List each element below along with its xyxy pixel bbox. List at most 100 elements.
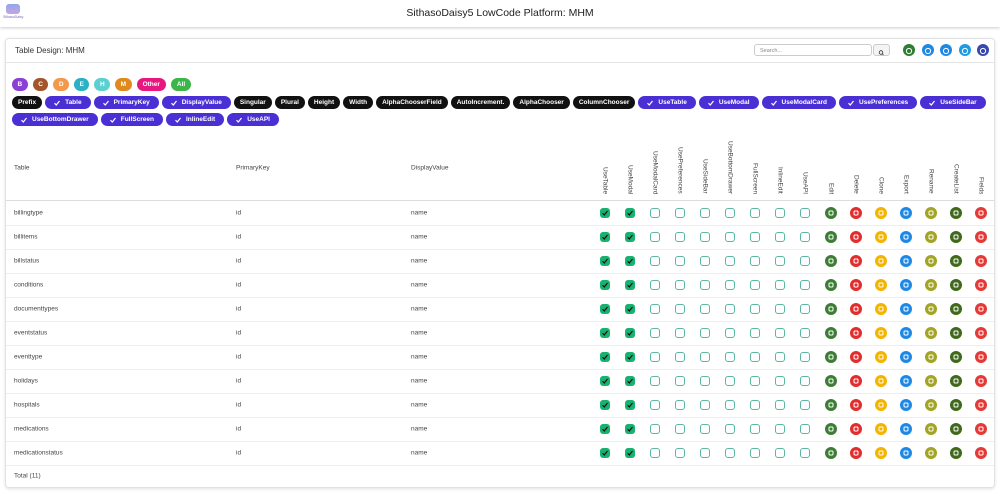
checkbox[interactable] bbox=[625, 400, 635, 410]
clone-button[interactable] bbox=[875, 207, 887, 219]
checkbox[interactable] bbox=[775, 232, 785, 242]
export-button[interactable] bbox=[900, 375, 912, 387]
checkbox[interactable] bbox=[625, 376, 635, 386]
option-chip[interactable]: Singular bbox=[233, 96, 272, 109]
fields-button[interactable] bbox=[975, 231, 987, 243]
option-chip[interactable]: Height bbox=[307, 96, 341, 109]
delete-button[interactable] bbox=[850, 375, 862, 387]
edit-button[interactable] bbox=[825, 375, 837, 387]
checkbox[interactable] bbox=[775, 400, 785, 410]
option-chip[interactable]: UseBottomDrawer bbox=[12, 113, 98, 126]
option-chip[interactable]: AlphaChooserField bbox=[376, 96, 448, 109]
option-chip[interactable]: Width bbox=[343, 96, 374, 109]
filter-chip[interactable]: All bbox=[170, 78, 192, 91]
checkbox[interactable] bbox=[775, 376, 785, 386]
checkbox[interactable] bbox=[750, 376, 760, 386]
checkbox[interactable] bbox=[675, 328, 685, 338]
create-list-button[interactable] bbox=[950, 303, 962, 315]
checkbox[interactable] bbox=[675, 448, 685, 458]
checkbox[interactable] bbox=[650, 256, 660, 266]
export-button[interactable] bbox=[900, 351, 912, 363]
checkbox[interactable] bbox=[675, 256, 685, 266]
delete-button[interactable] bbox=[850, 279, 862, 291]
checkbox[interactable] bbox=[725, 376, 735, 386]
edit-button[interactable] bbox=[825, 327, 837, 339]
filter-chip[interactable]: Other bbox=[136, 78, 166, 91]
checkbox[interactable] bbox=[800, 448, 810, 458]
checkbox[interactable] bbox=[775, 256, 785, 266]
checkbox[interactable] bbox=[725, 328, 735, 338]
create-list-button[interactable] bbox=[950, 399, 962, 411]
checkbox[interactable] bbox=[725, 232, 735, 242]
checkbox[interactable] bbox=[625, 280, 635, 290]
checkbox[interactable] bbox=[675, 424, 685, 434]
export-button[interactable] bbox=[900, 303, 912, 315]
toolbar-action-button[interactable] bbox=[958, 44, 971, 56]
toolbar-action-button[interactable] bbox=[921, 44, 934, 56]
option-chip[interactable]: InlineEdit bbox=[165, 113, 225, 126]
rename-button[interactable] bbox=[925, 423, 937, 435]
delete-button[interactable] bbox=[850, 255, 862, 267]
delete-button[interactable] bbox=[850, 447, 862, 459]
checkbox[interactable] bbox=[800, 352, 810, 362]
option-chip[interactable]: FullScreen bbox=[100, 113, 163, 126]
checkbox[interactable] bbox=[600, 232, 610, 242]
edit-button[interactable] bbox=[825, 255, 837, 267]
clone-button[interactable] bbox=[875, 327, 887, 339]
option-chip[interactable]: AlphaChooser bbox=[513, 96, 570, 109]
rename-button[interactable] bbox=[925, 327, 937, 339]
toolbar-action-button[interactable] bbox=[940, 44, 952, 56]
checkbox[interactable] bbox=[675, 376, 685, 386]
edit-button[interactable] bbox=[825, 399, 837, 411]
delete-button[interactable] bbox=[850, 399, 862, 411]
checkbox[interactable] bbox=[725, 256, 735, 266]
fields-button[interactable] bbox=[975, 207, 987, 219]
checkbox[interactable] bbox=[700, 424, 710, 434]
rename-button[interactable] bbox=[925, 375, 937, 387]
search-input[interactable]: Search... bbox=[754, 44, 872, 56]
checkbox[interactable] bbox=[700, 328, 710, 338]
create-list-button[interactable] bbox=[950, 375, 962, 387]
checkbox[interactable] bbox=[625, 424, 635, 434]
export-button[interactable] bbox=[900, 447, 912, 459]
checkbox[interactable] bbox=[625, 448, 635, 458]
checkbox[interactable] bbox=[650, 352, 660, 362]
checkbox[interactable] bbox=[700, 352, 710, 362]
checkbox[interactable] bbox=[775, 328, 785, 338]
checkbox[interactable] bbox=[675, 304, 685, 314]
option-chip[interactable]: UseModalCard bbox=[761, 96, 837, 109]
checkbox[interactable] bbox=[800, 304, 810, 314]
delete-button[interactable] bbox=[850, 207, 862, 219]
fields-button[interactable] bbox=[975, 423, 987, 435]
create-list-button[interactable] bbox=[950, 255, 962, 267]
checkbox[interactable] bbox=[700, 376, 710, 386]
rename-button[interactable] bbox=[925, 303, 937, 315]
checkbox[interactable] bbox=[725, 400, 735, 410]
checkbox[interactable] bbox=[675, 232, 685, 242]
checkbox[interactable] bbox=[700, 256, 710, 266]
clone-button[interactable] bbox=[875, 279, 887, 291]
checkbox[interactable] bbox=[800, 400, 810, 410]
checkbox[interactable] bbox=[625, 208, 635, 218]
toolbar-action-button[interactable] bbox=[903, 44, 915, 56]
create-list-button[interactable] bbox=[950, 231, 962, 243]
export-button[interactable] bbox=[900, 207, 912, 219]
export-button[interactable] bbox=[900, 423, 912, 435]
checkbox[interactable] bbox=[675, 400, 685, 410]
checkbox[interactable] bbox=[675, 352, 685, 362]
edit-button[interactable] bbox=[825, 279, 837, 291]
checkbox[interactable] bbox=[800, 280, 810, 290]
checkbox[interactable] bbox=[750, 304, 760, 314]
checkbox[interactable] bbox=[625, 352, 635, 362]
checkbox[interactable] bbox=[800, 376, 810, 386]
checkbox[interactable] bbox=[600, 376, 610, 386]
fields-button[interactable] bbox=[975, 399, 987, 411]
checkbox[interactable] bbox=[750, 448, 760, 458]
fields-button[interactable] bbox=[975, 279, 987, 291]
checkbox[interactable] bbox=[625, 232, 635, 242]
option-chip[interactable]: Prefix bbox=[12, 96, 43, 109]
clone-button[interactable] bbox=[875, 399, 887, 411]
checkbox[interactable] bbox=[600, 280, 610, 290]
filter-chip[interactable]: C bbox=[32, 78, 49, 91]
filter-chip[interactable]: D bbox=[53, 78, 70, 91]
